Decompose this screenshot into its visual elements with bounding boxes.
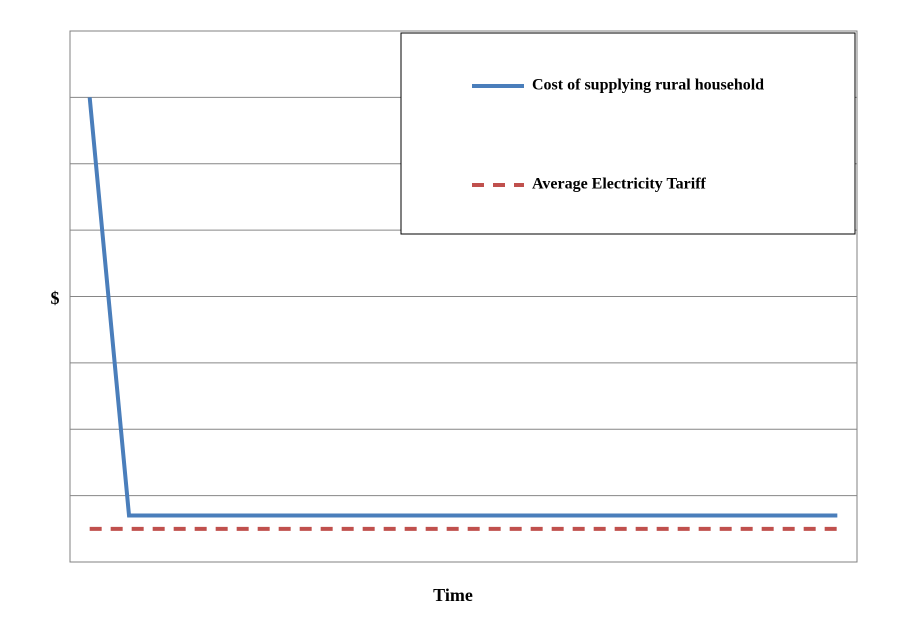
legend-box [400,32,856,235]
y-axis-label: $ [51,288,60,308]
x-axis-label: Time [433,585,473,605]
legend-label: Average Electricity Tariff [532,176,707,193]
line-series [87,97,838,518]
legend-label: Cost of supplying rural household [532,77,764,94]
